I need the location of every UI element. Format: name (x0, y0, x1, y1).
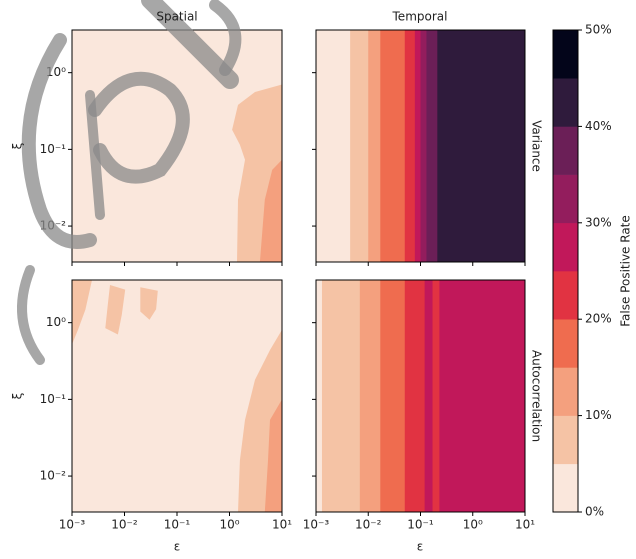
x-tick-label: 10⁻² (355, 518, 382, 532)
contour-band (432, 280, 440, 512)
panel (72, 280, 282, 512)
column-title: Spatial (156, 10, 197, 24)
watermark-stroke (17, 265, 45, 365)
colorbar-tick-label: 10% (585, 408, 612, 422)
colorbar-tick-label: 30% (585, 215, 612, 229)
contour-band (404, 280, 426, 512)
colorbar-segment (553, 319, 578, 368)
watermark (17, 0, 242, 365)
panel (72, 30, 282, 262)
x-tick-label: 10¹ (272, 518, 292, 532)
colorbar-tick-label: 50% (585, 23, 612, 37)
contour-band (316, 30, 351, 262)
colorbar-segment (553, 415, 578, 465)
y-tick-label: 10⁻¹ (40, 142, 67, 156)
colorbar-tick-label: 40% (585, 119, 612, 133)
colorbar-label: False Positive Rate (619, 215, 633, 327)
x-tick-label: 10⁰ (219, 518, 239, 532)
contour-band (437, 30, 525, 262)
colorbar-tick-label: 20% (585, 312, 612, 326)
x-axis-label: ε (174, 540, 181, 554)
colorbar-segment (553, 367, 578, 416)
x-tick-label: 10⁻³ (303, 518, 330, 532)
y-tick-label: 10⁰ (46, 315, 66, 329)
x-tick-label: 10⁻¹ (164, 518, 191, 532)
contour-region (264, 399, 282, 512)
colorbar-frame (552, 29, 579, 513)
x-tick-label: 10¹ (515, 518, 535, 532)
x-tick-label: 10⁰ (463, 518, 483, 532)
contour-band (424, 280, 434, 512)
column-title: Temporal (392, 10, 448, 24)
x-tick-label: 10⁻³ (59, 518, 86, 532)
x-tick-label: 10⁻¹ (407, 518, 434, 532)
contour-region (72, 280, 92, 345)
contour-band (420, 30, 427, 262)
contour-band (321, 280, 361, 512)
contour-band (368, 30, 381, 262)
colorbar-segment (553, 78, 578, 127)
contour-band (439, 280, 525, 512)
contour-band (404, 30, 416, 262)
contour-band (316, 280, 323, 512)
contour-band (350, 30, 369, 262)
y-tick-label: 10⁻¹ (40, 392, 67, 406)
plot-area: 10⁻² 10⁻¹ 10⁰ 10⁻³ 10⁻² 10⁻¹ 10⁰ 10¹ 10⁻² 10⁻¹ 10⁰… (17, 0, 612, 532)
contour-band (426, 30, 438, 262)
contour-region (105, 285, 126, 335)
contour-region (259, 159, 282, 262)
colorbar-segment (553, 463, 578, 513)
watermark-stroke (88, 71, 190, 184)
row-title: Autocorrelation (530, 350, 544, 442)
watermark-stroke (141, 0, 239, 89)
watermark-stroke (209, 0, 242, 76)
colorbar-segment (553, 271, 578, 320)
watermark-stroke (85, 90, 105, 220)
y-axis-label: ξ (11, 393, 25, 400)
colorbar-segment (553, 222, 578, 272)
contour-band (359, 280, 381, 512)
colorbar-tick-label: 0% (585, 505, 604, 519)
contour-band (414, 30, 421, 262)
colorbar-segment (553, 30, 578, 79)
y-tick-label: 10⁻² (40, 469, 67, 483)
contour-band (380, 30, 406, 262)
panel (316, 280, 525, 512)
colorbar-segment (553, 126, 578, 175)
row-title: Variance (530, 120, 544, 172)
contour-region (140, 287, 158, 320)
contour-band (380, 280, 406, 512)
panel (316, 30, 525, 262)
colorbar-segment (553, 174, 578, 224)
watermark-stroke (21, 33, 97, 249)
x-tick-label: 10⁻² (111, 518, 138, 532)
y-axis-label: ξ (11, 143, 25, 150)
x-axis-label: ε (417, 540, 424, 554)
